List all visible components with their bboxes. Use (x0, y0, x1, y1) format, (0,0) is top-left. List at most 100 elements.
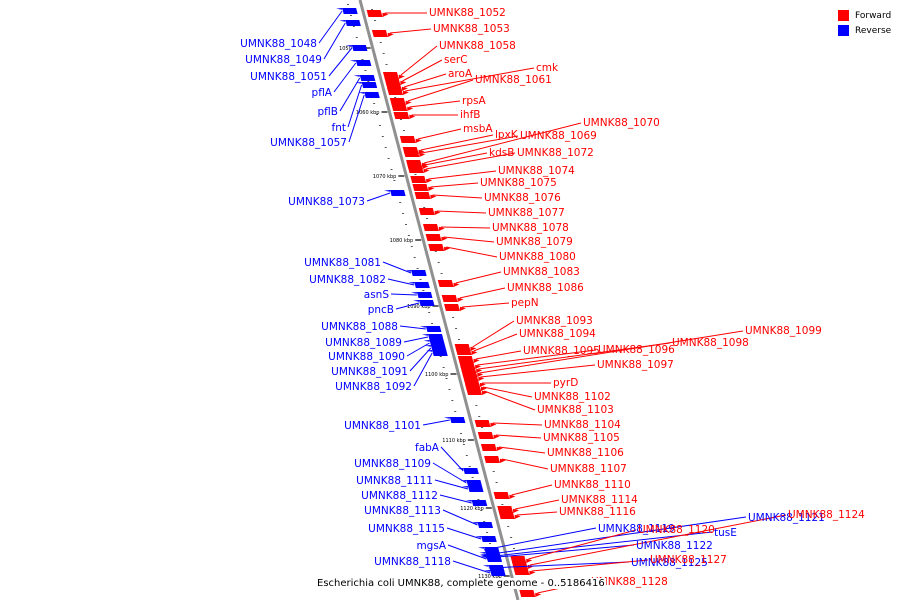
leader-line (516, 511, 558, 516)
leader-line (492, 422, 543, 426)
leader-line (475, 350, 522, 360)
gene-label-reverse: UMNK88_1051 (250, 71, 327, 83)
position-dot (480, 510, 483, 511)
forward-gene-feature (437, 280, 454, 287)
reverse-arrow-head (479, 554, 486, 556)
forward-arrow-head (514, 514, 521, 519)
genome-backbone (358, 0, 520, 600)
leader-line (440, 446, 464, 472)
reverse-arrow-head (384, 190, 391, 192)
leader-line (485, 516, 747, 556)
reverse-arrow-head (461, 486, 468, 488)
gene-label-forward: UMNK88_1128 (591, 576, 668, 588)
gene-label-reverse: UMNK88_1113 (364, 505, 441, 517)
leader-line (515, 499, 560, 510)
leader-line (443, 236, 495, 243)
forward-arrow-head (401, 86, 408, 91)
position-dot (364, 70, 367, 71)
forward-gene-feature (412, 184, 429, 191)
gene-label-forward: UMNK88_1076 (484, 192, 561, 204)
position-dot (465, 455, 468, 456)
position-dot (439, 356, 442, 357)
forward-gene-feature (466, 388, 483, 395)
leader-line (483, 386, 533, 398)
scale-label: 1120 kbp (460, 506, 484, 512)
forward-arrow-head (430, 194, 437, 199)
forward-arrow-head (490, 422, 497, 427)
leader-line (511, 484, 553, 496)
forward-gene-feature (371, 30, 388, 37)
scale-label: 1090 kbp (407, 304, 431, 310)
leader-line (495, 434, 542, 439)
leader-line (424, 122, 582, 164)
reverse-arrow-head (471, 522, 478, 524)
scale-label: 1060 kbp (356, 110, 380, 116)
reverse-arrow-head (408, 282, 415, 284)
leader-line (389, 28, 432, 34)
gene-label-reverse: UMNK88_1057 (270, 137, 347, 149)
leader-line (480, 364, 596, 378)
forward-arrow-head (426, 178, 433, 183)
gene-label-forward: UMNK88_1096 (598, 344, 675, 356)
leader-line (483, 390, 536, 411)
gene-label-reverse: UMNK88_1081 (304, 257, 381, 269)
position-dot (378, 125, 381, 126)
gene-label-forward: UMNK88_1058 (439, 40, 516, 52)
forward-arrow-head (473, 358, 480, 363)
forward-gene-feature (477, 432, 494, 439)
gene-label-forward: UMNK88_1079 (496, 236, 573, 248)
gene-label-forward: UMNK88_1069 (520, 130, 597, 142)
position-dot (376, 114, 379, 115)
forward-arrow-head (419, 152, 426, 157)
forward-arrow-head (459, 306, 466, 311)
forward-arrow-head (526, 558, 533, 563)
reverse-arrow-head (465, 500, 472, 502)
position-dot (455, 328, 458, 329)
forward-gene-feature (410, 176, 427, 183)
gene-label-reverse: UMNK88_1111 (356, 475, 433, 487)
gene-label-forward: UMNK88_1078 (492, 222, 569, 234)
forward-arrow-head (418, 149, 425, 154)
leader-line (417, 128, 462, 140)
gene-label-reverse: UMNK88_1048 (240, 38, 317, 50)
gene-label-forward: UMNK88_1086 (507, 282, 584, 294)
scale-label: 1080 kbp (390, 238, 414, 244)
position-dot (507, 526, 510, 527)
gene-label-reverse: UMNK88_1115 (368, 523, 445, 535)
gene-label-forward: UMNK88_1052 (429, 7, 506, 19)
forward-gene-feature (428, 244, 445, 251)
gene-label-forward: lpxK (495, 129, 519, 141)
forward-gene-feature (498, 512, 515, 519)
position-dot (404, 224, 407, 225)
leader-line (447, 544, 487, 560)
gene-label-forward: UMNK88_1105 (543, 432, 620, 444)
position-dot (347, 4, 350, 5)
reverse-gene-feature (432, 350, 448, 356)
reverse-gene-feature (427, 334, 444, 340)
legend-forward-label: Forward (855, 10, 892, 21)
leader-line (382, 261, 412, 274)
position-dot (512, 548, 515, 549)
gene-label-reverse: mgsA (416, 540, 446, 552)
position-dot (451, 400, 454, 401)
leader-line (452, 560, 491, 574)
reverse-arrow-head (443, 417, 450, 419)
reverse-gene-feature (419, 300, 435, 306)
reverse-arrow-head (413, 300, 419, 302)
reverse-arrow-head (355, 82, 362, 84)
forward-arrow-head (438, 226, 445, 231)
gene-label-forward: UMNK88_1080 (499, 251, 576, 263)
position-dot (379, 42, 382, 43)
leader-line (403, 336, 429, 343)
reverse-gene-feature (429, 340, 446, 346)
reverse-arrow-head (423, 340, 430, 342)
forward-arrow-head (527, 564, 534, 569)
leader-line (420, 134, 494, 151)
gene-label-reverse: UMNK88_1109 (354, 458, 431, 470)
position-dot (381, 136, 384, 137)
leader-line (436, 210, 487, 214)
gene-label-reverse: UMNK88_1082 (309, 274, 386, 286)
reverse-gene-feature (345, 20, 361, 26)
forward-gene-feature (497, 506, 514, 513)
gene-label-reverse: fabA (415, 442, 440, 454)
